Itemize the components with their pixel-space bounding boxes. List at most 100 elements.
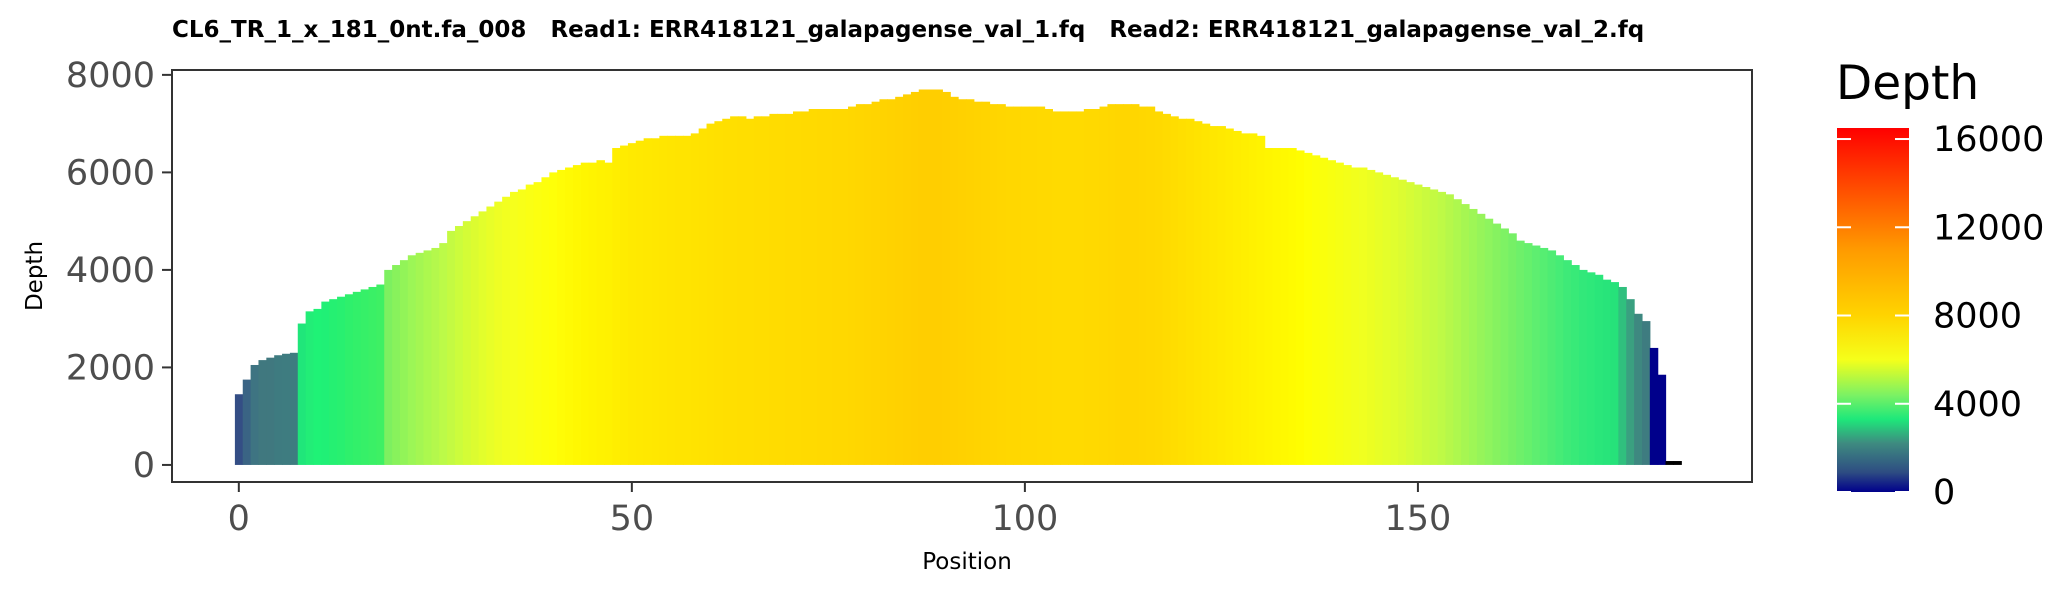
bar-82 (879, 99, 888, 465)
bar-153 (1437, 191, 1447, 465)
bar-75 (824, 109, 833, 465)
bar-46 (596, 160, 605, 465)
bar-167 (1547, 250, 1557, 465)
x-tick-label: 0 (228, 499, 250, 539)
bar-19 (384, 269, 393, 465)
bar-78 (848, 106, 857, 465)
bar-162 (1508, 233, 1517, 465)
bar-70 (785, 113, 794, 465)
bar-79 (855, 104, 865, 465)
bar-52 (643, 138, 653, 465)
bar-61 (714, 121, 723, 465)
bar-94 (973, 101, 983, 465)
bar-24 (423, 250, 432, 465)
bar-64 (737, 116, 747, 465)
bar-63 (730, 116, 739, 465)
bar-15 (352, 291, 362, 465)
bar-42 (565, 167, 574, 465)
bar-152 (1429, 189, 1439, 465)
bar-1 (242, 379, 252, 465)
bar-168 (1555, 255, 1564, 465)
legend-tick-label: 0 (1933, 473, 1955, 513)
bar-18 (376, 284, 385, 465)
bar-158 (1476, 213, 1486, 465)
bar-26 (439, 243, 448, 465)
bar-66 (753, 116, 763, 465)
bar-50 (627, 143, 637, 465)
bar-109 (1091, 109, 1101, 465)
bar-180 (1649, 347, 1659, 465)
bar-23 (415, 252, 425, 465)
x-axis-title: Position (922, 549, 1012, 575)
bar-89 (934, 89, 943, 465)
bar-177 (1626, 299, 1635, 465)
bar-60 (706, 123, 715, 465)
bar-11 (321, 301, 330, 465)
bar-31 (478, 211, 488, 465)
bar-53 (651, 138, 660, 465)
bar-102 (1036, 106, 1046, 465)
bar-126 (1225, 128, 1234, 465)
bar-33 (494, 201, 503, 465)
y-tick-label: 2000 (66, 348, 155, 388)
bar-165 (1531, 245, 1541, 465)
legend-tick-label: 16000 (1933, 120, 2044, 160)
bar-3 (258, 360, 267, 465)
bar-90 (942, 91, 951, 465)
bar-106 (1068, 111, 1077, 465)
bar-17 (368, 286, 377, 465)
bar-72 (800, 111, 810, 465)
bar-57 (682, 135, 692, 465)
bar-25 (431, 247, 440, 465)
bar-91 (950, 96, 959, 465)
bar-36 (517, 189, 527, 465)
bar-137 (1311, 155, 1321, 465)
plot-panel-border (171, 69, 1753, 483)
bar-47 (604, 162, 613, 465)
bar-93 (965, 99, 975, 465)
bar-166 (1539, 247, 1549, 465)
legend-ticks: 0 4000 8000 12000 16000 (1837, 120, 2044, 513)
bar-140 (1335, 162, 1344, 465)
bar-88 (926, 89, 936, 465)
bar-125 (1217, 126, 1226, 465)
bar-154 (1445, 194, 1454, 465)
x-axis: 0 50 100 150 (228, 482, 1451, 539)
bar-30 (470, 216, 480, 465)
bar-92 (958, 99, 967, 465)
bar-28 (454, 226, 464, 465)
bar-101 (1028, 106, 1038, 465)
legend-tick-label: 4000 (1933, 385, 2022, 425)
bar-169 (1563, 260, 1572, 465)
bar-110 (1099, 106, 1109, 465)
bar-173 (1594, 274, 1604, 465)
bar-74 (816, 109, 826, 465)
bar-119 (1170, 116, 1179, 465)
bar-163 (1516, 240, 1525, 465)
bar-6 (282, 353, 291, 465)
chart-title: CL6_TR_1_x_181_0nt.fa_008 Read1: ERR4181… (172, 17, 1645, 43)
bar-65 (745, 118, 755, 465)
bar-143 (1358, 167, 1368, 465)
bar-170 (1571, 265, 1580, 465)
y-tick-label: 4000 (66, 251, 155, 291)
bar-34 (502, 196, 511, 465)
bar-178 (1634, 313, 1643, 465)
bar-69 (777, 113, 786, 465)
bar-151 (1421, 187, 1431, 465)
legend-title: Depth (1836, 56, 1979, 111)
bar-145 (1374, 172, 1384, 465)
bar-68 (769, 113, 778, 465)
legend-tick-label: 12000 (1933, 208, 2044, 248)
bar-95 (981, 101, 991, 465)
bar-124 (1209, 126, 1219, 465)
y-axis: 0 2000 4000 6000 8000 (66, 56, 172, 486)
bar-117 (1154, 111, 1164, 465)
bar-127 (1233, 130, 1242, 465)
bar-139 (1327, 160, 1336, 465)
bar-142 (1351, 167, 1360, 465)
bar-43 (572, 165, 582, 465)
bar-99 (1013, 106, 1022, 465)
bar-81 (871, 101, 881, 465)
bar-59 (698, 128, 708, 465)
